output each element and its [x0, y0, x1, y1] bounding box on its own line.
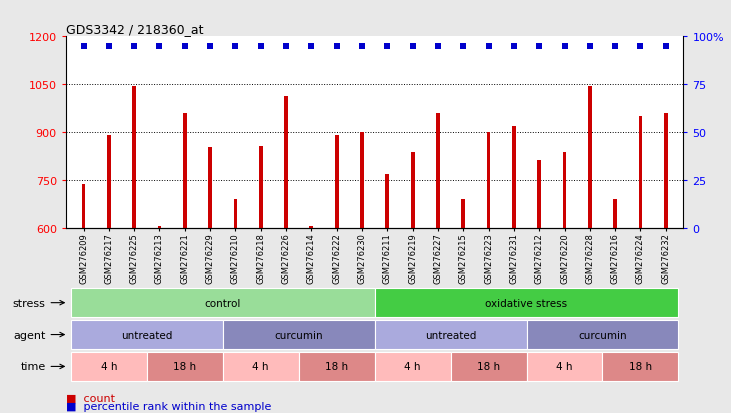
Bar — [664, 114, 667, 229]
Text: curcumin: curcumin — [274, 330, 323, 340]
Bar — [259, 147, 262, 229]
Text: 18 h: 18 h — [629, 361, 652, 372]
Bar — [411, 152, 414, 229]
Bar — [436, 114, 440, 229]
Text: ■  count: ■ count — [66, 393, 115, 403]
Text: 4 h: 4 h — [252, 361, 269, 372]
FancyBboxPatch shape — [223, 320, 375, 349]
Text: curcumin: curcumin — [578, 330, 626, 340]
Bar — [588, 87, 591, 229]
Text: 18 h: 18 h — [325, 361, 348, 372]
Bar — [512, 127, 516, 229]
Bar — [487, 133, 491, 229]
Bar — [335, 135, 338, 229]
Text: control: control — [205, 298, 241, 308]
Bar — [309, 226, 314, 229]
Bar — [183, 114, 186, 229]
Bar — [639, 117, 643, 229]
Bar — [208, 147, 212, 229]
Text: 4 h: 4 h — [101, 361, 117, 372]
FancyBboxPatch shape — [71, 352, 147, 381]
Text: 18 h: 18 h — [477, 361, 500, 372]
Text: agent: agent — [13, 330, 64, 340]
Text: stress: stress — [12, 298, 64, 308]
Text: GDS3342 / 218360_at: GDS3342 / 218360_at — [66, 23, 203, 36]
Bar — [107, 135, 110, 229]
Text: untreated: untreated — [425, 330, 477, 340]
Bar — [82, 184, 86, 229]
FancyBboxPatch shape — [450, 352, 526, 381]
Text: oxidative stress: oxidative stress — [485, 298, 567, 308]
FancyBboxPatch shape — [602, 352, 678, 381]
FancyBboxPatch shape — [526, 352, 602, 381]
Bar — [385, 175, 389, 229]
FancyBboxPatch shape — [375, 320, 526, 349]
Bar — [360, 133, 364, 229]
Bar — [158, 226, 162, 229]
Text: time: time — [20, 361, 64, 372]
Bar — [537, 161, 541, 229]
FancyBboxPatch shape — [375, 352, 450, 381]
Bar — [284, 97, 288, 229]
Text: 4 h: 4 h — [556, 361, 573, 372]
Bar — [613, 199, 617, 229]
FancyBboxPatch shape — [223, 352, 299, 381]
Text: 18 h: 18 h — [173, 361, 197, 372]
FancyBboxPatch shape — [375, 289, 678, 317]
Text: 4 h: 4 h — [404, 361, 421, 372]
Text: ■  percentile rank within the sample: ■ percentile rank within the sample — [66, 401, 271, 411]
Bar — [233, 199, 238, 229]
Text: untreated: untreated — [121, 330, 173, 340]
FancyBboxPatch shape — [71, 289, 375, 317]
Bar — [461, 199, 465, 229]
FancyBboxPatch shape — [147, 352, 223, 381]
FancyBboxPatch shape — [299, 352, 375, 381]
FancyBboxPatch shape — [526, 320, 678, 349]
Bar — [132, 87, 136, 229]
Bar — [563, 152, 567, 229]
FancyBboxPatch shape — [71, 320, 223, 349]
